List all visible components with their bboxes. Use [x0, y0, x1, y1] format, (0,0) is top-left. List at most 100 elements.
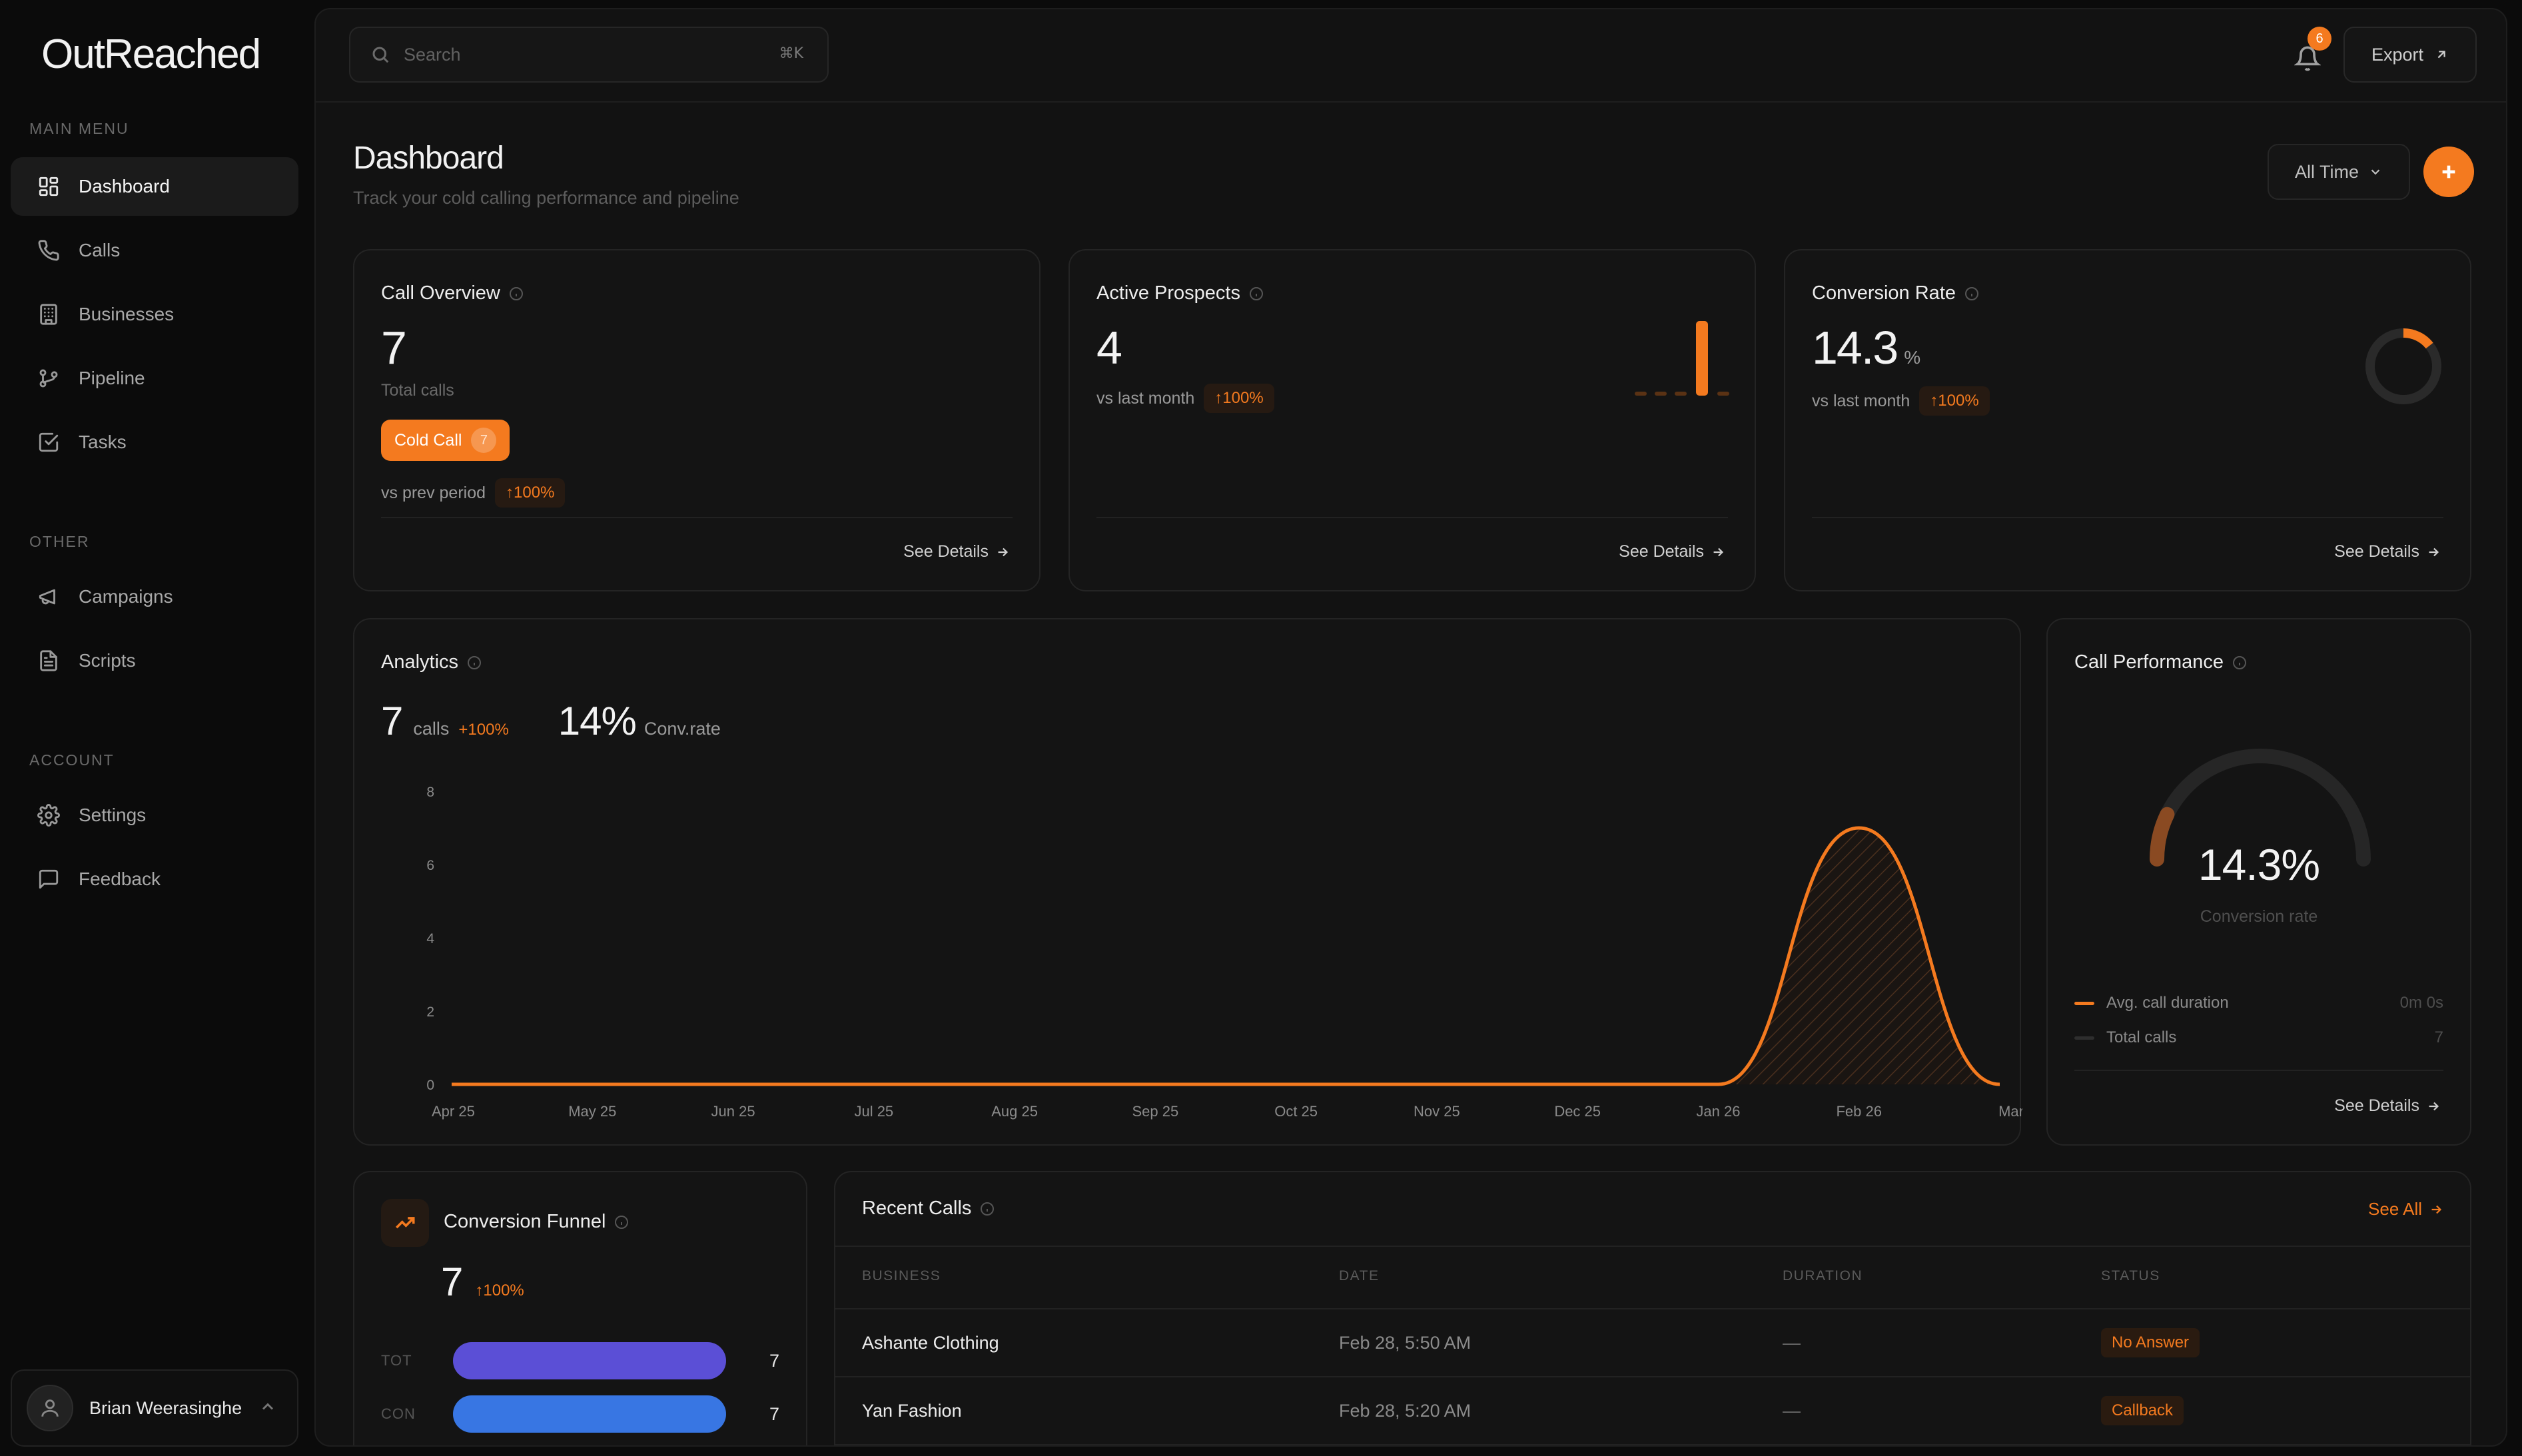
card-title-text: Conversion Rate [1812, 282, 1956, 304]
conversion-rate-unit: % [1904, 347, 1921, 368]
info-icon[interactable] [614, 1214, 630, 1230]
cold-call-count: 7 [471, 428, 497, 453]
funnel-row-tot: TOT 7 [381, 1341, 779, 1380]
sidebar-section-account: ACCOUNT [29, 751, 115, 769]
sidebar-item-label: Businesses [79, 304, 175, 324]
export-button[interactable]: Export [2343, 27, 2477, 83]
y-tick-label: 2 [426, 1004, 434, 1020]
see-details-link[interactable]: See Details [1619, 542, 1725, 561]
status-badge: No Answer [2101, 1328, 2200, 1357]
legend-avg-duration: Avg. call duration 0m 0s [2074, 994, 2443, 1012]
sidebar-item-campaigns[interactable]: Campaigns [11, 567, 298, 626]
column-header-business[interactable]: BUSINESS [862, 1268, 941, 1283]
brand-logo[interactable]: OutReached [41, 31, 261, 77]
plus-icon [2442, 165, 2455, 179]
card-title-text: Analytics [381, 651, 459, 673]
funnel-value: 7 [769, 1403, 779, 1424]
time-range-select[interactable]: All Time [2268, 144, 2410, 200]
card-title: Call Performance [2074, 651, 2248, 673]
sidebar-item-label: Pipeline [79, 368, 145, 388]
info-icon[interactable] [466, 655, 482, 671]
call-overview-card: Call Overview 7 Total calls Cold Call 7 … [353, 249, 1041, 591]
legend-label: Total calls [2106, 1028, 2177, 1046]
sidebar-item-calls[interactable]: Calls [11, 221, 298, 280]
see-details-link[interactable]: See Details [903, 542, 1010, 561]
cell-duration: — [1783, 1332, 1801, 1353]
sidebar-item-pipeline[interactable]: Pipeline [11, 349, 298, 408]
sidebar: OutReached MAIN MENU Dashboard Calls Bus… [0, 0, 314, 1456]
gauge-progress [2150, 807, 2175, 867]
call-performance-card: Call Performance 14.3% Conversion rate A… [2046, 618, 2471, 1146]
cell-duration: — [1783, 1400, 1801, 1421]
conversion-rate-card: Conversion Rate 14.3 % vs last month ↑10… [1784, 249, 2471, 591]
column-header-status[interactable]: STATUS [2101, 1268, 2160, 1283]
info-icon[interactable] [979, 1201, 995, 1217]
total-calls-label: Total calls [381, 381, 454, 400]
cold-call-tag[interactable]: Cold Call 7 [381, 420, 510, 461]
notifications-button[interactable] [2288, 39, 2327, 79]
sidebar-item-label: Scripts [79, 650, 136, 671]
sparkbar [1635, 392, 1647, 396]
sidebar-item-feedback[interactable]: Feedback [11, 850, 298, 909]
see-details-link[interactable]: See Details [2334, 1096, 2441, 1116]
avatar [27, 1385, 73, 1431]
legend-value: 0m 0s [2399, 994, 2443, 1012]
user-icon [41, 1399, 59, 1417]
sidebar-section-main: MAIN MENU [29, 120, 129, 137]
funnel-code: CON [381, 1405, 416, 1422]
x-tick-label: May 25 [568, 1103, 616, 1120]
table-row[interactable]: Yan Fashion Feb 28, 5:20 AM — Callback [835, 1376, 2470, 1444]
sidebar-item-tasks[interactable]: Tasks [11, 413, 298, 472]
ring-progress [2365, 328, 2441, 404]
compare-label: vs last month [1812, 391, 1910, 410]
chevron-up-icon [262, 1403, 274, 1410]
column-header-date[interactable]: DATE [1339, 1268, 1380, 1283]
arrow-right-icon [998, 547, 1009, 556]
table-row[interactable] [835, 1444, 2470, 1445]
x-tick-label: Jul 25 [854, 1103, 893, 1120]
info-icon[interactable] [1964, 286, 1980, 302]
see-details-link[interactable]: See Details [2334, 542, 2441, 561]
info-icon[interactable] [2232, 655, 2248, 671]
chevron-down-icon [2371, 169, 2380, 175]
y-tick-label: 6 [426, 858, 434, 873]
x-tick-label: Jan 26 [1696, 1103, 1740, 1120]
cell-status: Callback [2101, 1377, 2184, 1444]
compare-label: vs last month [1096, 388, 1195, 408]
page-title: Dashboard [353, 141, 504, 176]
add-button[interactable] [2423, 147, 2474, 197]
legend-label: Avg. call duration [2106, 994, 2229, 1012]
conversion-ring [2365, 328, 2441, 404]
gauge-value: 14.3% [2198, 840, 2320, 889]
y-tick-label: 4 [426, 931, 434, 946]
message-square-icon [39, 869, 59, 889]
cell-status: No Answer [2101, 1309, 2200, 1376]
info-icon[interactable] [508, 286, 524, 302]
page-subtitle: Track your cold calling performance and … [353, 188, 739, 208]
main-panel: ⌘K 6 Export Dashboard Track your cold ca… [314, 8, 2507, 1447]
card-title: Active Prospects [1096, 282, 1264, 304]
topbar: ⌘K 6 Export [316, 9, 2506, 103]
analytics-calls-delta: +100% [458, 721, 509, 739]
see-details-label: See Details [2334, 1096, 2419, 1115]
conversion-funnel-card: Conversion Funnel 7 ↑100% TOT 7 CON 7 [353, 1171, 807, 1445]
info-icon[interactable] [1248, 286, 1264, 302]
search-box[interactable]: ⌘K [349, 27, 829, 83]
conversion-rate-value: 14.3 % [1812, 321, 1920, 374]
table-row[interactable]: Ashante Clothing Feb 28, 5:50 AM — No An… [835, 1308, 2470, 1376]
phone-icon [38, 240, 59, 261]
see-all-link[interactable]: See All [2368, 1199, 2443, 1220]
sidebar-item-settings[interactable]: Settings [11, 786, 298, 845]
sidebar-item-dashboard[interactable]: Dashboard [11, 157, 298, 216]
search-input[interactable] [404, 44, 750, 65]
check-square-icon [39, 432, 59, 452]
active-prospects-value: 4 [1096, 322, 1122, 374]
sidebar-item-businesses[interactable]: Businesses [11, 285, 298, 344]
cell-business: Yan Fashion [862, 1400, 962, 1421]
user-menu[interactable]: Brian Weerasinghe [11, 1369, 298, 1447]
sparkbar [1655, 392, 1667, 396]
sidebar-item-scripts[interactable]: Scripts [11, 631, 298, 690]
card-title: Call Overview [381, 282, 524, 304]
column-header-duration[interactable]: DURATION [1783, 1268, 1863, 1283]
